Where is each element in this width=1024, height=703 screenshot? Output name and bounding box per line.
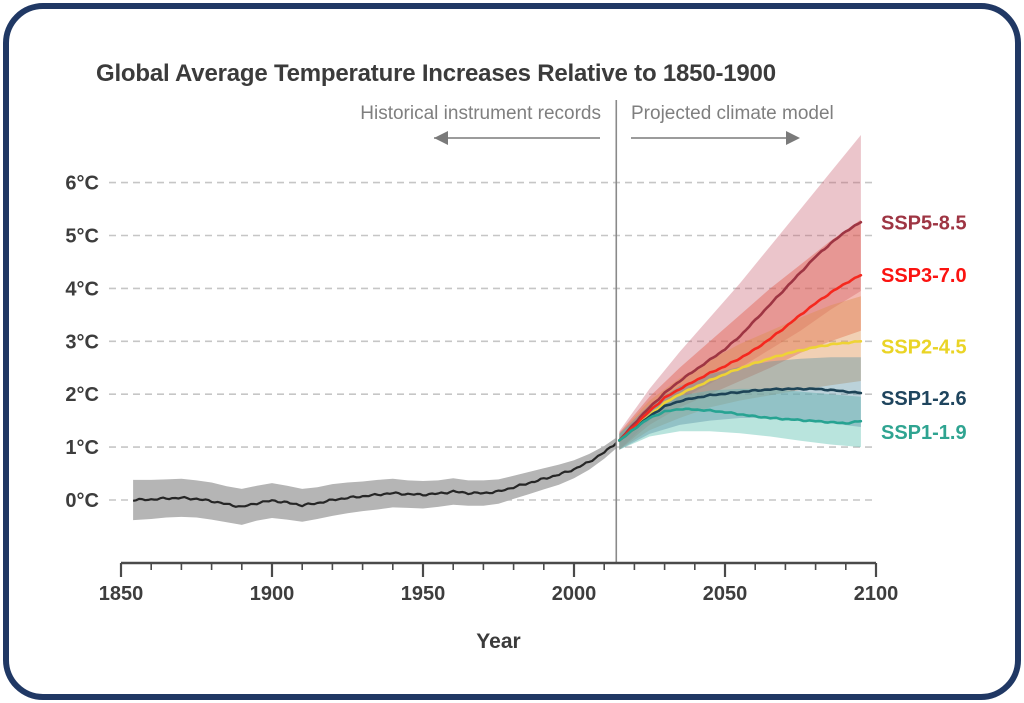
x-axis-title: Year [476, 630, 521, 653]
band-SSP5-8.5 [619, 135, 861, 450]
x-tick-label-2000: 2000 [552, 583, 597, 605]
historical-uncertainty-band [133, 437, 617, 525]
line-SSP3-7.0 [618, 273, 863, 442]
y-tick-label-5c: 5°C [65, 226, 99, 248]
y-tick-label-6c: 6°C [65, 173, 99, 195]
x-tick-label-1900: 1900 [250, 583, 295, 605]
annotation-projected: Projected climate model [631, 103, 834, 124]
legend-label-SSP5-8.5: SSP5-8.5 [881, 212, 967, 234]
band-SSP1-1.9 [619, 388, 861, 450]
y-tick-label-4c: 4°C [65, 278, 99, 300]
line-SSP5-8.5 [618, 221, 863, 442]
line-SSP1-1.9 [618, 407, 863, 442]
historical-arrow-head-icon [434, 131, 448, 145]
y-tick-label-2c: 2°C [65, 384, 99, 406]
line-SSP2-4.5 [618, 340, 863, 442]
band-SSP1-2.6 [619, 357, 861, 450]
y-tick-label-3c: 3°C [65, 331, 99, 353]
annotation-historical: Historical instrument records [360, 103, 601, 124]
chart-title: Global Average Temperature Increases Rel… [96, 60, 776, 88]
x-tick-label-1950: 1950 [401, 583, 446, 605]
x-tick-label-1850: 1850 [99, 583, 144, 605]
projected-arrow-head-icon [786, 131, 800, 145]
y-tick-label-0c: 0°C [65, 490, 99, 512]
legend-label-SSP2-4.5: SSP2-4.5 [881, 337, 967, 359]
line-SSP1-2.6 [618, 387, 863, 442]
legend-label-SSP1-2.6: SSP1-2.6 [881, 388, 967, 410]
x-tick-label-2100: 2100 [854, 583, 899, 605]
legend-label-SSP1-1.9: SSP1-1.9 [881, 422, 967, 444]
y-tick-label-1c: 1°C [65, 437, 99, 459]
slide-border [3, 3, 1021, 700]
legend-label-SSP3-7.0: SSP3-7.0 [881, 265, 967, 287]
x-tick-label-2050: 2050 [703, 583, 748, 605]
historical-line [132, 442, 618, 508]
